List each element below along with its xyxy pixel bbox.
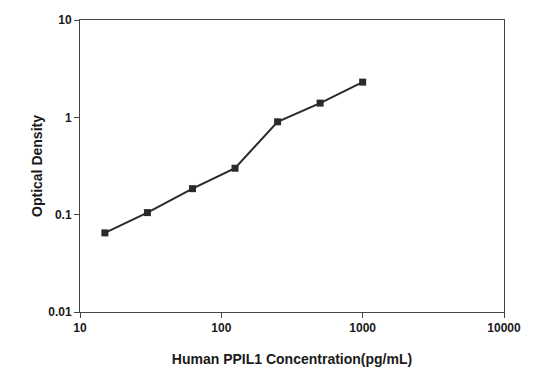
svg-text:Human PPIL1 Concentration(pg/m: Human PPIL1 Concentration(pg/mL): [172, 351, 412, 367]
svg-text:Optical Density: Optical Density: [29, 115, 45, 217]
svg-text:100: 100: [211, 321, 231, 335]
svg-text:0.1: 0.1: [55, 208, 72, 222]
svg-text:10: 10: [58, 13, 72, 27]
svg-text:1: 1: [65, 111, 72, 125]
svg-text:10: 10: [73, 321, 87, 335]
svg-text:1000: 1000: [349, 321, 376, 335]
svg-text:0.01: 0.01: [48, 305, 72, 319]
svg-text:10000: 10000: [487, 321, 521, 335]
